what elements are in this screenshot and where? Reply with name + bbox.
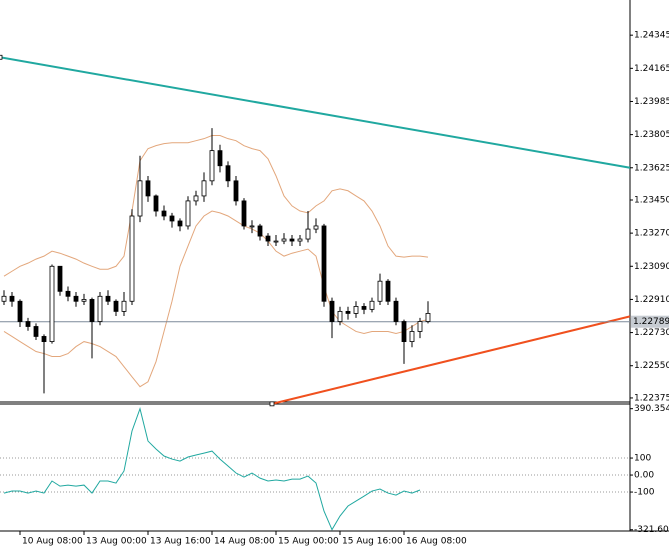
x-tick-label: 15 Aug 00:00 (278, 537, 339, 547)
candle-body (409, 331, 415, 342)
candle-body (41, 336, 47, 342)
candle-body (313, 225, 319, 230)
candle-body (9, 295, 15, 302)
candle-body (105, 295, 111, 302)
y-tick-label: 1.23090 (634, 262, 669, 272)
candle-body (273, 240, 279, 243)
candle-body (49, 265, 55, 342)
y-tick-label: 100 (634, 454, 651, 464)
candle-body (393, 300, 399, 322)
candle-body (73, 295, 79, 302)
y-tick-label: 1.23625 (634, 163, 669, 173)
x-tick-label: 14 Aug 08:00 (214, 537, 275, 547)
candle-body (329, 300, 335, 322)
y-tick-label: 1.24345 (634, 31, 669, 41)
y-tick-label: 1.22375 (634, 393, 669, 403)
candle-body (153, 195, 159, 212)
candle-body (425, 313, 431, 322)
candle-body (17, 300, 23, 322)
y-tick-label: -100 (634, 488, 655, 498)
candle-body (177, 220, 183, 227)
y-tick-label: 1.23805 (634, 130, 669, 140)
candle-body (265, 235, 271, 242)
candle-body (121, 300, 127, 312)
trendline-anchor (269, 401, 275, 407)
y-tick-label: -321.607 (634, 525, 669, 535)
candle-body (33, 326, 39, 337)
candle-body (97, 295, 103, 322)
candle-body (361, 306, 367, 310)
candle-body (89, 299, 95, 322)
trendline (0, 56, 631, 169)
candle-body (305, 228, 311, 240)
x-tick-label: 10 Aug 08:00 (22, 537, 83, 547)
candle-body (129, 215, 135, 302)
candle-body (417, 321, 423, 332)
current-price-box (631, 315, 669, 328)
candle-body (249, 225, 255, 228)
candle-body (145, 180, 151, 197)
x-tick-label: 16 Aug 08:00 (406, 537, 467, 547)
candle-body (81, 299, 87, 302)
candle-body (161, 210, 167, 217)
x-tick-label: 15 Aug 16:00 (342, 537, 403, 547)
candle-body (209, 150, 215, 182)
candle-body (25, 321, 31, 327)
x-tick-label: 13 Aug 16:00 (150, 537, 211, 547)
y-tick-label: 1.22550 (634, 361, 669, 371)
candle-body (289, 238, 295, 242)
candle-body (137, 180, 143, 217)
candle-body (65, 290, 71, 297)
candle-body (201, 180, 207, 197)
y-tick-label: 1.23270 (634, 229, 669, 239)
x-tick-label: 13 Aug 00:00 (86, 537, 147, 547)
candle-body (369, 300, 375, 310)
current-price-label: 1.22789 (633, 317, 669, 327)
candle-body (225, 165, 231, 182)
candle-body (257, 225, 263, 237)
candle-body (217, 150, 223, 167)
candle-body (353, 306, 359, 314)
y-tick-label: 1.23450 (634, 195, 669, 205)
candle-body (193, 195, 199, 202)
y-tick-label: 1.23985 (634, 97, 669, 107)
trendline (271, 315, 631, 405)
y-tick-label: 390.354 (634, 404, 669, 414)
indicator-line (3, 407, 421, 531)
candle-body (57, 265, 63, 292)
candle-body (321, 225, 327, 302)
candle-body (401, 321, 407, 342)
candle-body (281, 238, 287, 242)
y-tick-label: 1.24165 (634, 64, 669, 74)
y-tick-label: 0.00 (634, 471, 654, 481)
candle-body (377, 280, 383, 302)
bollinger-band (3, 210, 429, 388)
bollinger-band (3, 135, 429, 277)
candle-body (385, 280, 391, 302)
y-tick-label: 1.22910 (634, 295, 669, 305)
candle-body (113, 300, 119, 312)
candle-body (297, 238, 303, 242)
candle-body (337, 310, 343, 322)
candle-body (345, 310, 351, 314)
y-tick-label: 1.22730 (634, 328, 669, 338)
candle-body (185, 200, 191, 227)
candle-body (241, 200, 247, 227)
candle-body (1, 295, 7, 302)
candle-body (233, 180, 239, 202)
trendline-anchor (0, 54, 3, 60)
candle-body (169, 215, 175, 222)
